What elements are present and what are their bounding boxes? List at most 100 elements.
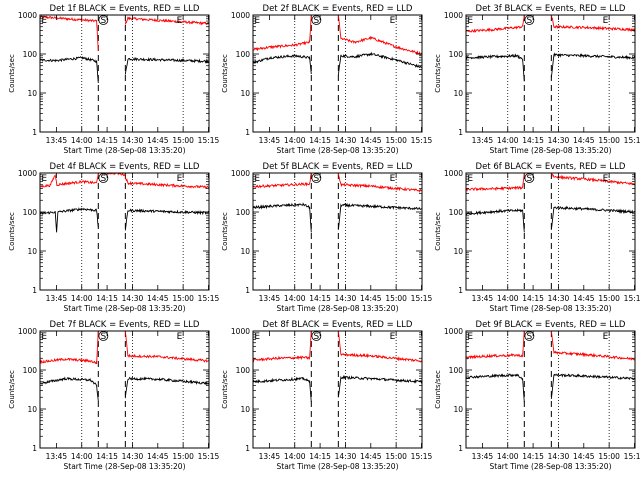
y-tick-label: 1000 — [18, 169, 37, 178]
y-tick-label: 1000 — [231, 169, 250, 178]
x-axis-label: Start Time (28-Sep-08 13:35:20) — [64, 462, 186, 471]
y-tick-label: 100 — [449, 208, 464, 217]
x-tick-label: 15:15 — [411, 136, 433, 145]
lld-series-line — [466, 331, 525, 360]
y-tick-label: 100 — [449, 366, 464, 375]
x-tick-label: 15:15 — [624, 136, 640, 145]
lld-series-line — [124, 16, 209, 26]
x-tick-label: 14:30 — [335, 452, 357, 461]
x-axis-label: Start Time (28-Sep-08 13:35:20) — [64, 146, 186, 155]
x-tick-label: 15:00 — [385, 136, 407, 145]
x-axis-label: Start Time (28-Sep-08 13:35:20) — [490, 304, 612, 313]
marker-label: S — [314, 174, 320, 184]
events-series-line — [40, 56, 99, 84]
lld-series-line — [124, 331, 209, 363]
x-tick-label: 13:45 — [259, 136, 281, 145]
y-tick-label: 1 — [458, 128, 463, 137]
y-tick-label: 1000 — [444, 11, 463, 20]
marker-label: S — [101, 174, 107, 184]
marker-label: E — [254, 332, 260, 342]
y-tick-label: 1 — [32, 444, 37, 453]
events-series-line — [253, 376, 312, 403]
y-tick-label: 10 — [240, 405, 250, 414]
marker-label: E — [41, 332, 47, 342]
y-tick-label: 100 — [236, 208, 251, 217]
y-tick-label: 100 — [236, 50, 251, 59]
panel-title: Det 4f BLACK = Events, RED = LLD — [50, 162, 200, 172]
x-tick-label: 14:45 — [573, 294, 595, 303]
y-axis-label: Counts/sec — [434, 212, 442, 251]
x-tick-label: 14:30 — [548, 136, 570, 145]
marker-label: E — [177, 174, 183, 184]
x-tick-label: 14:00 — [71, 294, 93, 303]
panel-title: Det 3f BLACK = Events, RED = LLD — [476, 4, 626, 14]
marker-label: S — [314, 332, 320, 342]
plot-frame — [252, 14, 423, 133]
y-tick-label: 100 — [23, 50, 38, 59]
y-tick-label: 1000 — [18, 327, 37, 336]
x-tick-label: 14:00 — [284, 294, 306, 303]
y-tick-label: 10 — [240, 247, 250, 256]
lld-series-line — [124, 176, 209, 189]
lld-series-line — [337, 173, 422, 193]
plot-frame — [465, 14, 636, 133]
y-tick-label: 1 — [245, 444, 250, 453]
events-series-line — [466, 53, 525, 82]
marker-label: E — [177, 332, 183, 342]
marker-label: E — [467, 174, 473, 184]
events-series-line — [466, 373, 525, 403]
events-series-line — [253, 53, 312, 75]
events-series-line — [550, 373, 635, 400]
y-tick-label: 1 — [245, 286, 250, 295]
events-series-line — [337, 374, 422, 398]
x-tick-label: 14:00 — [284, 452, 306, 461]
y-tick-label: 1 — [245, 128, 250, 137]
x-tick-label: 15:15 — [411, 452, 433, 461]
plot-frame — [465, 330, 636, 449]
x-tick-label: 13:45 — [472, 452, 494, 461]
x-tick-label: 15:15 — [198, 294, 220, 303]
x-tick-label: 15:15 — [198, 452, 220, 461]
x-tick-label: 14:45 — [360, 452, 382, 461]
x-tick-label: 14:45 — [573, 136, 595, 145]
lld-series-line — [550, 173, 635, 186]
x-tick-label: 14:00 — [284, 136, 306, 145]
x-tick-label: 13:45 — [46, 452, 68, 461]
x-axis-label: Start Time (28-Sep-08 13:35:20) — [277, 304, 399, 313]
marker-label: S — [527, 332, 533, 342]
x-tick-label: 15:00 — [172, 452, 194, 461]
x-tick-label: 14:15 — [522, 294, 544, 303]
x-tick-label: 15:00 — [385, 452, 407, 461]
x-tick-label: 14:45 — [360, 294, 382, 303]
x-tick-label: 14:45 — [147, 294, 169, 303]
x-axis-label: Start Time (28-Sep-08 13:35:20) — [490, 462, 612, 471]
x-tick-label: 14:30 — [548, 294, 570, 303]
events-series-line — [466, 208, 525, 233]
marker-label: E — [390, 332, 396, 342]
lld-series-line — [253, 173, 312, 189]
x-tick-label: 15:00 — [598, 452, 620, 461]
x-tick-label: 13:45 — [259, 294, 281, 303]
events-series-line — [337, 202, 422, 230]
marker-label: E — [41, 174, 47, 184]
marker-label: S — [527, 174, 533, 184]
x-tick-label: 14:15 — [309, 452, 331, 461]
events-series-line — [337, 51, 422, 76]
events-series-line — [124, 56, 209, 75]
events-series-line — [40, 376, 99, 402]
y-axis-label: Counts/sec — [221, 370, 229, 409]
lld-series-line — [40, 15, 99, 51]
y-tick-label: 1 — [458, 444, 463, 453]
y-axis-label: Counts/sec — [221, 212, 229, 251]
panel-title: Det 2f BLACK = Events, RED = LLD — [263, 4, 413, 14]
marker-label: S — [314, 16, 320, 26]
x-tick-label: 13:45 — [472, 136, 494, 145]
